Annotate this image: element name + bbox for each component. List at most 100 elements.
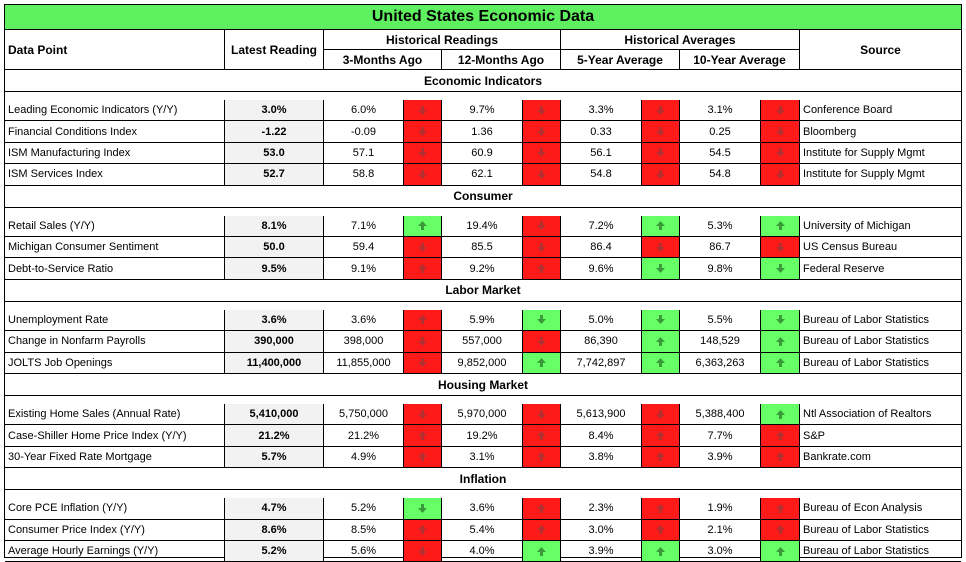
trend-up-arrow-icon — [404, 258, 442, 279]
latest-reading: 3.6% — [225, 309, 324, 331]
row-label: Existing Home Sales (Annual Rate) — [5, 404, 225, 425]
table-row: Average Hourly Earnings (Y/Y) 5.2% 5.6% 4.0… — [5, 541, 961, 562]
header-12-months: 12-Months Ago — [442, 50, 561, 70]
source-label: Conference Board — [803, 104, 893, 117]
y10-value: 7.7% — [680, 425, 761, 446]
row-label: Change in Nonfarm Payrolls — [5, 331, 225, 352]
m12-value: 5.4% — [442, 519, 523, 540]
source-label: Bureau of Labor Statistics — [803, 313, 929, 326]
header-3-months: 3-Months Ago — [324, 50, 442, 70]
y10-value: 3.1% — [680, 100, 761, 121]
m12-value: 62.1 — [442, 164, 523, 185]
trend-down-arrow-icon — [761, 309, 800, 331]
table-row: Financial Conditions Index -1.22 -0.09 1.36… — [5, 121, 961, 143]
trend-down-arrow-icon — [761, 100, 800, 121]
source-label: Bureau of Labor Statistics — [803, 356, 929, 369]
section-header: Consumer — [5, 186, 961, 208]
m3-value: 5.6% — [324, 541, 404, 562]
y10-value: 0.25 — [680, 121, 761, 142]
trend-down-arrow-icon — [761, 164, 800, 185]
table-row: Leading Economic Indicators (Y/Y) 3.0% 6.0… — [5, 100, 961, 122]
source-label: Institute for Supply Mgmt — [803, 146, 925, 159]
y10-value: 3.9% — [680, 446, 761, 468]
m12-value: 85.5 — [442, 237, 523, 258]
header-row: Data Point Latest Reading Historical Rea… — [5, 30, 961, 70]
row-label: Retail Sales (Y/Y) — [5, 215, 225, 236]
trend-down-arrow-icon — [523, 142, 561, 164]
section-header: Labor Market — [5, 280, 961, 302]
latest-reading: 5,410,000 — [225, 404, 324, 425]
row-label: Case-Shiller Home Price Index (Y/Y) — [5, 425, 225, 446]
latest-reading: 8.6% — [225, 519, 324, 540]
row-label: ISM Services Index — [5, 164, 225, 185]
trend-down-arrow-icon — [642, 258, 680, 279]
trend-down-arrow-icon — [761, 121, 800, 142]
row-label: Michigan Consumer Sentiment — [5, 237, 225, 258]
section-title: Economic Indicators — [423, 73, 543, 88]
trend-up-arrow-icon — [642, 541, 680, 562]
source-label: US Census Bureau — [803, 241, 898, 254]
m3-value: 8.5% — [324, 519, 404, 540]
y10-value: 6,363,263 — [680, 352, 761, 373]
trend-up-arrow-icon — [523, 498, 561, 519]
m3-value: 11,855,000 — [324, 352, 404, 373]
table-row: Core PCE Inflation (Y/Y) 4.7% 5.2% 3.6% 2.3%… — [5, 498, 961, 520]
m3-value: 57.1 — [324, 142, 404, 164]
y5-value: 3.8% — [561, 446, 642, 468]
m3-value: -0.09 — [324, 121, 404, 142]
trend-down-arrow-icon — [642, 142, 680, 164]
latest-reading: 53.0 — [225, 142, 324, 164]
m12-value: 3.1% — [442, 446, 523, 468]
economic-data-sheet: United States Economic Data Data Point L… — [4, 4, 962, 562]
trend-up-arrow-icon — [642, 425, 680, 446]
trend-down-arrow-icon — [404, 164, 442, 185]
trend-up-arrow-icon — [404, 425, 442, 446]
header-divider — [5, 69, 961, 70]
table-row: Case-Shiller Home Price Index (Y/Y) 21.2%… — [5, 425, 961, 447]
row-label: Unemployment Rate — [5, 309, 225, 331]
y5-value: 86,390 — [561, 331, 642, 352]
trend-up-arrow-icon — [404, 446, 442, 468]
source-label: Bureau of Labor Statistics — [803, 523, 929, 536]
section-header: Economic Indicators — [5, 70, 961, 92]
source-label: University of Michigan — [803, 219, 911, 232]
trend-down-arrow-icon — [642, 404, 680, 425]
trend-up-arrow-icon — [404, 519, 442, 540]
y5-value: 7,742,897 — [561, 352, 642, 373]
row-label: ISM Manufacturing Index — [5, 142, 225, 164]
source-label: S&P — [803, 429, 826, 442]
trend-down-arrow-icon — [761, 237, 800, 258]
trend-down-arrow-icon — [523, 164, 561, 185]
trend-down-arrow-icon — [642, 237, 680, 258]
trend-down-arrow-icon — [404, 142, 442, 164]
trend-up-arrow-icon — [523, 519, 561, 540]
m3-value: 7.1% — [324, 215, 404, 236]
latest-reading: 5.7% — [225, 446, 324, 468]
trend-up-arrow-icon — [523, 425, 561, 446]
latest-reading: 4.7% — [225, 498, 324, 519]
y5-value: 2.3% — [561, 498, 642, 519]
sheet-title: United States Economic Data — [371, 8, 595, 25]
m3-value: 5,750,000 — [324, 404, 404, 425]
y10-value: 54.5 — [680, 142, 761, 164]
m3-value: 21.2% — [324, 425, 404, 446]
y5-value: 9.6% — [561, 258, 642, 279]
row-label: Core PCE Inflation (Y/Y) — [5, 498, 225, 519]
trend-up-arrow-icon — [642, 352, 680, 373]
trend-down-arrow-icon — [404, 498, 442, 519]
table-row: Consumer Price Index (Y/Y) 8.6% 8.5% 5.4% 3.… — [5, 519, 961, 541]
m3-value: 6.0% — [324, 100, 404, 121]
header-latest: Latest Reading — [225, 30, 324, 70]
header-historical-averages: Historical Averages — [561, 30, 800, 50]
latest-reading: 21.2% — [225, 425, 324, 446]
trend-down-arrow-icon — [523, 309, 561, 331]
m3-value: 59.4 — [324, 237, 404, 258]
title-bar: United States Economic Data — [5, 5, 961, 30]
table-row: Michigan Consumer Sentiment 50.0 59.4 85.5 8… — [5, 237, 961, 259]
y5-value: 5.0% — [561, 309, 642, 331]
section-title: Labor Market — [445, 283, 521, 298]
latest-reading: 50.0 — [225, 237, 324, 258]
y10-value: 5,388,400 — [680, 404, 761, 425]
latest-reading: -1.22 — [225, 121, 324, 142]
table-row: JOLTS Job Openings 11,400,000 11,855,000 9,… — [5, 352, 961, 374]
